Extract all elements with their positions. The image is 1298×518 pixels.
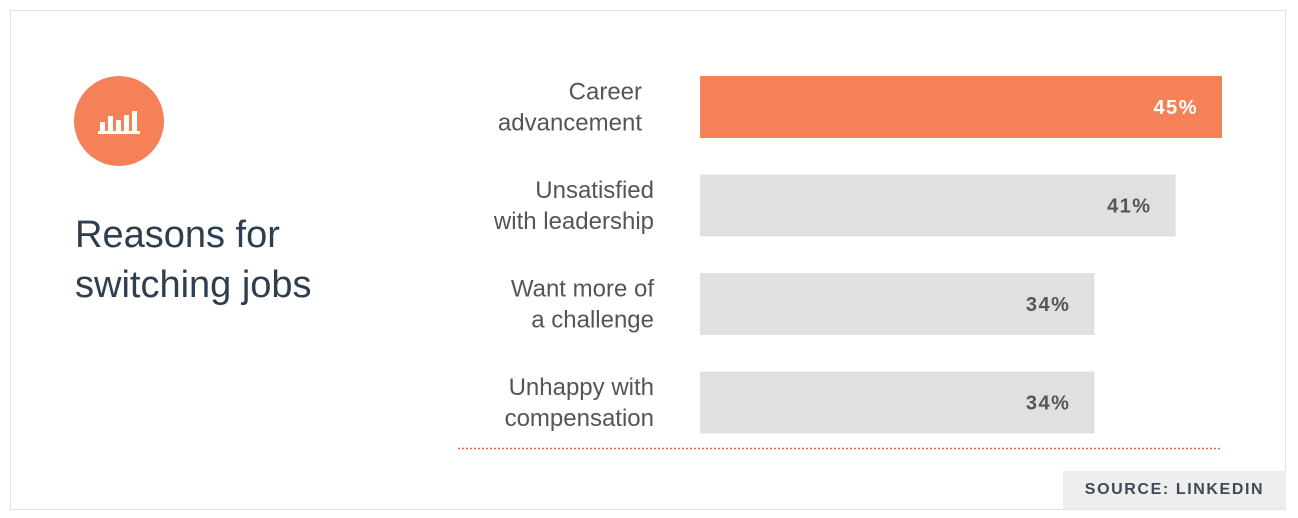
category-label-line: advancement [498,110,642,137]
bar-chart-icon-glyph [98,111,140,134]
category-label: Career advancement [498,79,642,137]
category-label-line: Want more of [511,276,654,303]
bar-3 [700,371,1095,434]
category-label: Want more of a challenge [511,276,654,334]
category-label-line: with leadership [493,208,654,235]
category-label: Unhappy with compensation [505,374,654,432]
bar-value-label: 45% [1153,97,1198,119]
bar-2 [700,273,1095,335]
source-label: SOURCE: LINKEDIN [1063,471,1286,509]
category-label-line: Career [569,79,642,106]
category-label: Unsatisfied with leadership [493,177,654,235]
category-label-line: a challenge [531,307,654,334]
bar-value-label: 41% [1107,196,1152,218]
category-label-line: Unsatisfied [535,177,654,204]
bar-chart-icon [74,76,164,166]
bar-value-label: 34% [1026,393,1071,415]
bar-1 [700,174,1176,237]
bar-chart: 45% Career advancement 41% Unsatisfied with l… [458,76,1222,450]
bar-value-label: 34% [1026,294,1071,316]
category-label-line: Unhappy with [509,374,654,401]
bar-0 [700,76,1222,138]
category-label-line: compensation [505,405,654,432]
page-title: Reasons for switching jobs [75,214,312,306]
